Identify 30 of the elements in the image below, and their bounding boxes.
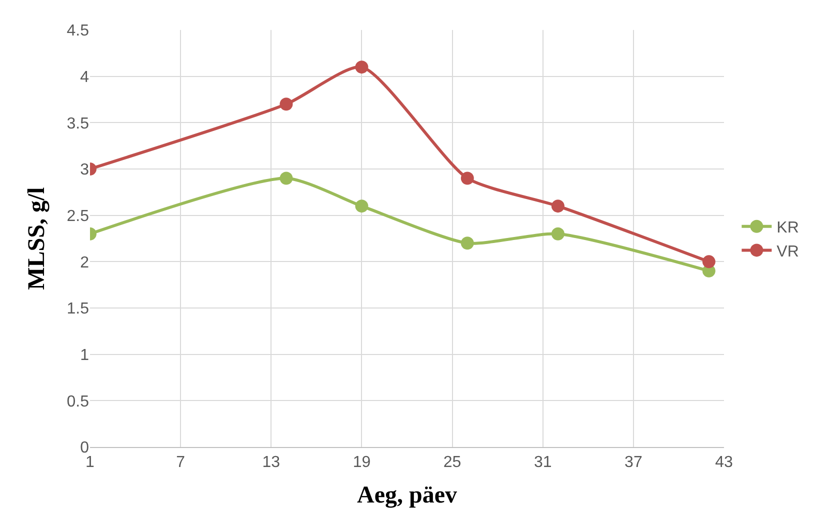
y-tick-label: 4 xyxy=(80,68,90,86)
x-tick-label: 13 xyxy=(262,454,280,472)
x-tick-label: 19 xyxy=(352,454,371,472)
x-tick-label: 25 xyxy=(443,454,462,472)
x-tick-label: 43 xyxy=(715,454,733,472)
y-tick-label: 2 xyxy=(80,254,90,272)
y-tick-label: 3.5 xyxy=(66,115,90,132)
y-tick-label: 0 xyxy=(80,440,90,457)
y-tick-label: 1.5 xyxy=(66,300,90,318)
point xyxy=(551,227,564,240)
y-tick-label: 0.5 xyxy=(66,393,90,410)
x-tick-label: 37 xyxy=(624,454,642,472)
x-axis-title: Aeg, päev xyxy=(357,482,457,508)
legend-label: KR xyxy=(776,220,799,237)
y-tick-label: 3 xyxy=(80,162,90,179)
point xyxy=(460,172,474,185)
legend-label: VR xyxy=(776,243,799,260)
y-tick-label: 1 xyxy=(80,346,90,364)
y-axis-title: MLSS, g/l xyxy=(24,186,50,290)
point xyxy=(355,200,368,213)
x-tick-label: 31 xyxy=(534,454,552,472)
point xyxy=(460,236,474,250)
y-tick-label: 2.5 xyxy=(66,208,90,225)
point xyxy=(702,255,716,268)
y-tick-label: 4.5 xyxy=(66,22,90,40)
point xyxy=(280,98,293,111)
point xyxy=(280,172,293,185)
point xyxy=(551,200,564,213)
point xyxy=(355,60,368,74)
x-tick-label: 7 xyxy=(176,454,186,472)
